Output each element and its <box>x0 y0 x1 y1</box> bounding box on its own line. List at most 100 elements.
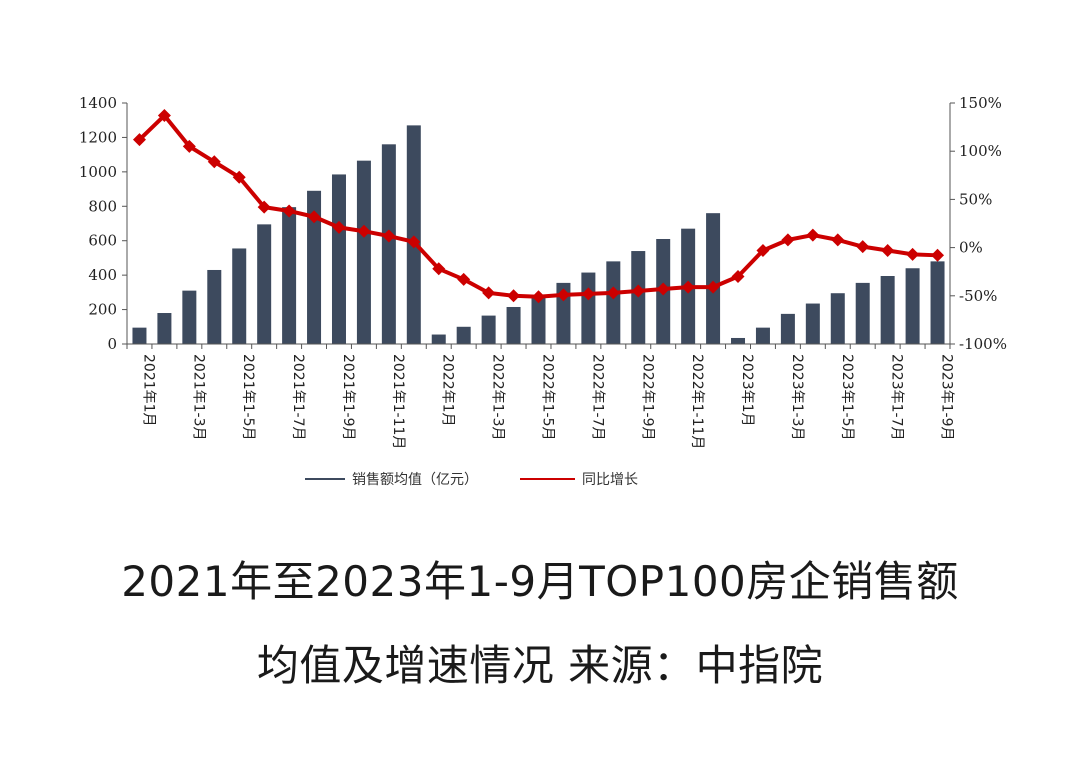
bar <box>905 268 920 344</box>
y-right-tick-label: 150% <box>959 94 1002 112</box>
growth-point <box>207 155 221 169</box>
legend-bar-label: 销售额均值（亿元） <box>352 472 478 488</box>
bar <box>531 294 546 344</box>
y-left-tick-label: 1400 <box>79 94 117 112</box>
growth-point <box>257 200 271 214</box>
growth-point <box>631 284 645 298</box>
bar <box>780 313 795 344</box>
bar <box>307 190 322 344</box>
growth-point <box>881 243 895 257</box>
growth-point <box>681 280 695 294</box>
growth-point <box>781 233 795 247</box>
growth-point <box>731 270 745 284</box>
growth-point <box>532 290 545 304</box>
x-tick-label: 2022年1-11月 <box>689 354 705 449</box>
growth-point <box>556 288 570 302</box>
chart-caption-line1: 2021年至2023年1-9月TOP100房企销售额 <box>121 557 959 606</box>
bar <box>406 125 421 344</box>
growth-point <box>931 248 945 262</box>
growth-point <box>407 235 421 249</box>
x-tick-label: 2022年1-9月 <box>639 354 655 441</box>
growth-point <box>457 272 471 286</box>
y-right-tick-label: 0% <box>959 239 983 257</box>
bar <box>755 327 770 344</box>
bar <box>631 251 646 344</box>
bar <box>581 272 596 344</box>
bar <box>481 315 496 344</box>
x-tick-label: 2021年1-5月 <box>240 354 256 441</box>
y-left-tick-label: 800 <box>88 197 117 215</box>
growth-point <box>282 204 296 218</box>
bar <box>431 334 446 344</box>
growth-point <box>232 170 246 184</box>
y-left-tick-label: 1200 <box>79 128 117 146</box>
x-tick-label: 2022年1月 <box>440 354 456 427</box>
x-tick-label: 2022年1-3月 <box>490 354 506 441</box>
bar <box>381 144 396 344</box>
growth-point <box>382 229 396 243</box>
x-tick-label: 2021年1月 <box>140 354 156 427</box>
bar <box>830 293 845 344</box>
y-left-tick-label: 200 <box>88 301 117 319</box>
growth-point <box>157 109 171 123</box>
growth-point <box>482 286 496 300</box>
bar <box>930 261 945 344</box>
bar <box>182 290 197 344</box>
y-left-tick-label: 0 <box>107 335 117 353</box>
bar <box>157 313 172 344</box>
y-right-tick-label: 50% <box>959 190 992 208</box>
x-tick-label: 2023年1-7月 <box>889 354 905 441</box>
growth-point <box>507 289 521 303</box>
bar <box>805 303 820 344</box>
x-tick-label: 2023年1-3月 <box>789 354 805 441</box>
y-left-tick-label: 1000 <box>79 163 117 181</box>
chart-caption-line2: 均值及增速情况 来源：中指院 <box>256 641 824 690</box>
growth-point <box>606 286 620 300</box>
growth-point <box>332 220 346 234</box>
legend-line-label: 同比增长 <box>582 472 638 488</box>
bar <box>556 282 571 344</box>
bar <box>880 276 895 344</box>
y-left-tick-label: 400 <box>88 266 117 284</box>
x-tick-label: 2021年1-7月 <box>290 354 306 441</box>
growth-point <box>906 247 920 261</box>
growth-point <box>581 287 595 301</box>
growth-point <box>831 233 845 247</box>
y-right-tick-label: -100% <box>959 335 1007 353</box>
bar <box>232 248 247 344</box>
growth-point <box>656 282 670 296</box>
growth-point <box>856 240 870 254</box>
bar <box>356 160 371 344</box>
growth-point <box>132 133 146 147</box>
bar <box>506 306 521 344</box>
bar <box>456 326 471 344</box>
growth-point <box>357 224 371 238</box>
growth-point <box>432 262 446 276</box>
x-tick-label: 2023年1月 <box>739 354 755 427</box>
x-tick-label: 2021年1-11月 <box>390 354 406 449</box>
y-right-tick-label: -50% <box>959 287 997 305</box>
bar <box>207 269 222 344</box>
bar <box>606 261 621 344</box>
combo-chart: 0 200 400 600 800 1000 1200 1400 -100% -50% 0% 50% 1… <box>79 94 1007 488</box>
bar <box>855 282 870 344</box>
bar <box>731 337 746 344</box>
growth-point <box>307 210 321 224</box>
growth-point <box>806 228 820 242</box>
growth-point <box>706 280 720 294</box>
x-tick-label: 2021年1-3月 <box>190 354 206 441</box>
x-tick-label: 2023年1-9月 <box>939 354 955 441</box>
y-left-tick-label: 600 <box>88 232 117 250</box>
bar <box>257 224 272 344</box>
x-tick-label: 2021年1-9月 <box>340 354 356 441</box>
bar <box>331 174 346 344</box>
bar <box>706 213 721 344</box>
y-right-tick-label: 100% <box>959 142 1002 160</box>
growth-point <box>182 139 196 153</box>
growth-point <box>756 243 770 257</box>
x-tick-label: 2023年1-5月 <box>839 354 855 441</box>
bar <box>132 327 147 344</box>
bar <box>282 207 297 344</box>
x-tick-label: 2022年1-5月 <box>540 354 556 441</box>
x-tick-label: 2022年1-7月 <box>589 354 605 441</box>
